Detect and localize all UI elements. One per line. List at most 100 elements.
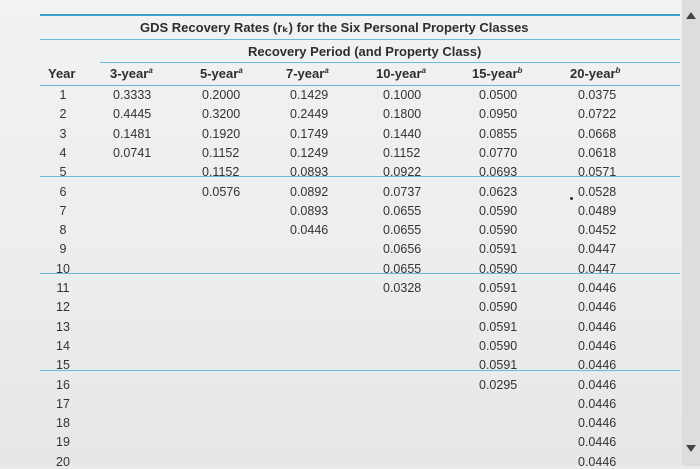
year-cell: 6: [59, 184, 67, 199]
scroll-down-arrow-icon[interactable]: [686, 445, 696, 452]
rate-cell-5-year: 0.1152: [202, 165, 240, 180]
rate-cell-15-year: 0.0590: [479, 338, 518, 353]
rate-cell-20-year: 0.0668: [578, 126, 617, 141]
rate-cell-10-year: 0.0655: [383, 203, 422, 218]
year-cell: 18: [56, 416, 70, 431]
rate-cell-7-year: 0.0446: [290, 223, 329, 238]
rate-cell-5-year: 0.2000: [202, 88, 241, 102]
rate-cell-20-year: 0.0722: [578, 107, 617, 122]
rate-cell-10-year: 0.0656: [383, 242, 422, 257]
rate-cell-7-year: 0.0893: [290, 165, 329, 180]
scroll-up-arrow-icon[interactable]: [686, 12, 696, 19]
rate-cell-15-year: 0.0295: [479, 377, 518, 392]
year-cell: 11: [56, 281, 70, 295]
rate-cell-20-year: 0.0447: [578, 242, 617, 257]
year-cell: 2: [59, 107, 67, 122]
year-cell: 4: [59, 145, 67, 160]
year-cell: 16: [56, 377, 70, 392]
year-cell: 8: [59, 223, 67, 238]
year-cell: 5: [59, 165, 67, 180]
mid-rule-10: [40, 273, 680, 274]
rate-cell-15-year: 0.0590: [479, 261, 518, 276]
rate-cell-10-year: 0.0737: [383, 184, 422, 199]
rate-cell-7-year: 0.1429: [290, 88, 329, 102]
rate-cell-7-year: 0.0892: [290, 184, 329, 199]
rate-cell-15-year: 0.0855: [479, 126, 518, 141]
rate-cell-20-year: 0.0446: [578, 358, 617, 373]
year-cell: 3: [59, 126, 67, 141]
rate-cell-15-year: 0.0770: [479, 145, 518, 160]
rate-cell-7-year: 0.2449: [290, 107, 329, 122]
year-cell: 9: [59, 242, 67, 257]
year-cell: 19: [56, 435, 70, 450]
year-cell: 17: [56, 396, 70, 411]
rate-cell-5-year: 0.1152: [202, 145, 240, 160]
col-head-20-year: 20-yearb: [570, 66, 621, 81]
col-head-5-year: 5-yeara: [200, 66, 243, 81]
rate-cell-5-year: 0.1920: [202, 126, 241, 141]
subtitle-rule: [100, 62, 680, 63]
rate-cell-15-year: 0.0591: [479, 319, 518, 334]
rate-cell-3-year: 0.1481: [113, 126, 152, 141]
rate-cell-20-year: 0.0446: [578, 319, 617, 334]
rate-cell-20-year: 0.0446: [578, 281, 617, 295]
year-cell: 20: [56, 454, 70, 469]
year-cell: 15: [56, 358, 70, 373]
rate-cell-20-year: 0.0446: [578, 396, 617, 411]
rate-cell-20-year: 0.0489: [578, 203, 617, 218]
rate-cell-20-year: 0.0618: [578, 145, 617, 160]
rate-cell-10-year: 0.0328: [383, 281, 422, 295]
rate-cell-20-year: 0.0571: [578, 165, 617, 180]
col-head-3-year: 3-yeara: [110, 66, 153, 81]
rate-cell-20-year: 0.0528: [578, 184, 617, 199]
table-title: GDS Recovery Rates (rₖ) for the Six Pers…: [140, 20, 529, 35]
rate-cell-15-year: 0.0693: [479, 165, 518, 180]
rate-cell-20-year: 0.0446: [578, 377, 617, 392]
col-head-10-year: 10-yeara: [376, 66, 426, 81]
rate-cell-15-year: 0.0500: [479, 88, 518, 102]
rate-cell-7-year: 0.0893: [290, 203, 329, 218]
rate-cell-20-year: 0.0447: [578, 261, 617, 276]
year-cell: 7: [59, 203, 67, 218]
mid-rule-5: [40, 176, 680, 177]
rate-cell-20-year: 0.0446: [578, 416, 617, 431]
col-head-year: Year: [48, 66, 76, 81]
rate-cell-15-year: 0.0590: [479, 300, 518, 315]
rate-cell-3-year: 0.4445: [113, 107, 152, 122]
year-cell: 12: [56, 300, 70, 315]
rate-cell-5-year: 0.0576: [202, 184, 241, 199]
title-rule: [40, 39, 680, 40]
rate-cell-3-year: 0.0741: [113, 145, 152, 160]
year-cell: 14: [56, 338, 70, 353]
top-rule: [40, 14, 680, 16]
rate-cell-20-year: 0.0446: [578, 454, 617, 469]
col-head-7-year: 7-yeara: [286, 66, 329, 81]
rate-cell-20-year: 0.0446: [578, 300, 617, 315]
col-head-15-year: 15-yearb: [472, 66, 523, 81]
rate-cell-15-year: 0.0590: [479, 203, 518, 218]
rate-cell-20-year: 0.0375: [578, 88, 617, 102]
rate-cell-5-year: 0.3200: [202, 107, 241, 122]
rate-cell-3-year: 0.3333: [113, 88, 152, 102]
year-cell: 1: [59, 88, 67, 102]
rate-cell-20-year: 0.0446: [578, 338, 617, 353]
rate-cell-10-year: 0.0922: [383, 165, 422, 180]
rate-cell-20-year: 0.0452: [578, 223, 617, 238]
rate-cell-10-year: 0.1000: [383, 88, 422, 102]
table-subtitle: Recovery Period (and Property Class): [248, 44, 482, 59]
rate-cell-15-year: 0.0590: [479, 223, 518, 238]
mid-rule-15: [40, 370, 680, 371]
rate-cell-15-year: 0.0623: [479, 184, 518, 199]
scrollbar[interactable]: [682, 0, 700, 466]
rate-cell-10-year: 0.0655: [383, 223, 422, 238]
header-rule: [40, 85, 680, 86]
rate-cell-15-year: 0.0950: [479, 107, 518, 122]
year-cell: 13: [56, 319, 70, 334]
rate-cell-15-year: 0.0591: [479, 358, 518, 373]
rate-cell-20-year: 0.0446: [578, 435, 617, 450]
rate-cell-15-year: 0.0591: [479, 281, 518, 295]
decorative-dot: [570, 197, 573, 200]
rate-cell-10-year: 0.1152: [383, 145, 421, 160]
rate-cell-15-year: 0.0591: [479, 242, 518, 257]
